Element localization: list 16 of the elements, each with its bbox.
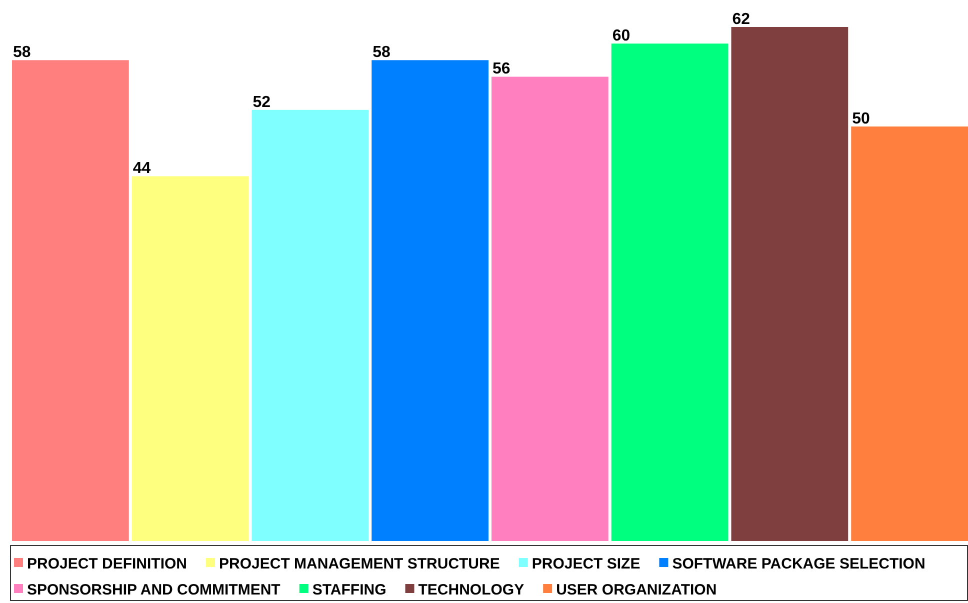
legend-label: STAFFING — [312, 582, 386, 598]
data-label: 50 — [852, 110, 870, 128]
legend-label: USER ORGANIZATION — [556, 582, 717, 598]
data-label: 44 — [132, 160, 151, 178]
legend-label: TECHNOLOGY — [418, 582, 524, 598]
legend-label: PROJECT DEFINITION — [27, 556, 188, 572]
data-label: 52 — [252, 94, 271, 111]
legend-label: SOFTWARE PACKAGE SELECTION — [672, 556, 926, 572]
data-label: 58 — [372, 44, 391, 62]
legend-label: PROJECT SIZE — [532, 556, 640, 572]
data-label: 62 — [732, 11, 750, 28]
data-label: 56 — [492, 60, 510, 78]
data-label: 58 — [13, 44, 31, 62]
legend-label: SPONSORSHIP AND COMMITMENT — [27, 582, 280, 598]
data-label: 60 — [612, 28, 630, 45]
legend-label: PROJECT MANAGEMENT STRUCTURE — [219, 556, 500, 572]
